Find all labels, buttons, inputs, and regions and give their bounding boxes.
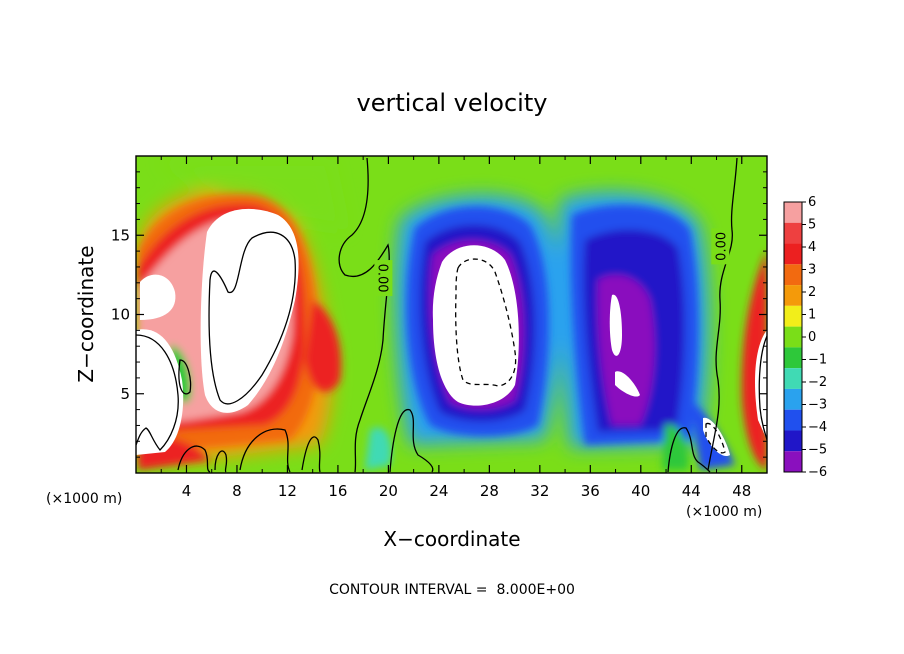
colorbar-label: 3 <box>808 263 816 278</box>
y-axis-label: Z−coordinate <box>74 245 98 382</box>
colorbar-label: −6 <box>808 465 827 480</box>
x-tick-label: 48 <box>732 482 751 500</box>
downdraft-core-right-a <box>609 294 622 356</box>
downdraft-core-right-b <box>615 371 640 397</box>
x-tick-label: 24 <box>429 482 448 500</box>
x-tick-label: 44 <box>682 482 701 500</box>
y-ticks: 5 10 15 <box>111 171 767 458</box>
updraft-core-edge <box>136 329 184 455</box>
chart-title: vertical velocity <box>357 89 548 117</box>
colorbar-swatch <box>784 368 802 389</box>
x-tick-label: 16 <box>328 482 347 500</box>
colorbar-label: 6 <box>808 195 816 210</box>
colorbar-swatch <box>784 264 802 286</box>
colorbar-label: 5 <box>808 218 816 233</box>
colorbar-swatch <box>784 388 802 410</box>
contour-negative-right <box>705 422 726 454</box>
zero-contour-right <box>707 157 738 471</box>
contour-right-edge <box>758 335 767 441</box>
contour-bottom-f <box>667 427 711 473</box>
y-tick-label: 10 <box>111 306 130 324</box>
colorbar-label: −5 <box>808 443 827 458</box>
colorbar-swatch <box>784 409 802 431</box>
contour-label-bg <box>374 260 393 297</box>
contour-bottom-e <box>389 409 434 473</box>
colorbar-swatch <box>784 430 802 452</box>
contour-label: 0.00 <box>374 264 389 293</box>
x-tick-label: 40 <box>631 482 650 500</box>
colorbar: 6 5 4 3 2 1 0 −1 −2 −3 −4 −5 −6 <box>783 195 827 480</box>
contour-label-bg <box>711 228 730 265</box>
zero-contour-left <box>338 157 390 473</box>
colorbar-label: 1 <box>808 308 816 323</box>
colorbar-swatch <box>784 347 802 369</box>
colorbar-label: −2 <box>808 375 827 390</box>
colorbar-label: −1 <box>808 353 827 368</box>
contour-bottom-c <box>239 428 291 473</box>
colorbar-label: −4 <box>808 420 827 435</box>
contour-label: 0.00 <box>714 232 729 261</box>
colorbar-label: 4 <box>808 240 816 255</box>
plot-area: 0.00 0.00 <box>136 156 767 473</box>
x-tick-label: 28 <box>480 482 499 500</box>
contour-bottom-a <box>177 445 211 473</box>
contour-lines <box>136 157 767 473</box>
contour-bottom-d <box>301 436 321 473</box>
contour-negative-center <box>455 258 517 387</box>
contour-bottom-b <box>214 450 228 473</box>
contour-updraft-left <box>208 231 296 405</box>
y-tick-label: 15 <box>111 226 130 244</box>
x-tick-label: 8 <box>232 482 242 500</box>
contour-edge <box>136 334 179 451</box>
colorbar-swatch <box>784 326 802 348</box>
x-tick-label: 32 <box>530 482 549 500</box>
x-tick-label: 36 <box>581 482 600 500</box>
x-tick-label: 20 <box>379 482 398 500</box>
x-tick-label: 4 <box>182 482 192 500</box>
contour-interval-note: CONTOUR INTERVAL = 8.000E+00 <box>329 582 575 598</box>
contour-labels: 0.00 0.00 <box>374 228 730 297</box>
y-tick-label: 5 <box>120 385 130 403</box>
x-axis-label: X−coordinate <box>383 527 520 551</box>
colorbar-swatch <box>784 285 802 306</box>
updraft-core-upper <box>140 274 176 320</box>
contour-small-loop <box>178 359 192 395</box>
x-unit-label-right: (×1000 m) <box>686 504 762 520</box>
x-unit-label-left: (×1000 m) <box>46 491 122 507</box>
updraft-core-right-edge <box>755 330 767 440</box>
field-blobs <box>136 160 767 470</box>
colorbar-swatch <box>784 451 802 472</box>
downdraft-core-center <box>432 245 519 406</box>
x-tick-label: 12 <box>278 482 297 500</box>
x-ticks: 4 8 12 16 20 24 28 32 36 40 44 48 <box>160 156 751 500</box>
colorbar-label: 0 <box>808 330 816 345</box>
colorbar-swatch <box>784 305 802 327</box>
colorbar-swatch <box>784 202 802 223</box>
updraft-core-left <box>200 208 299 413</box>
colorbar-swatch <box>784 222 802 244</box>
colorbar-swatch <box>784 243 802 265</box>
colorbar-label: 2 <box>808 285 816 300</box>
colorbar-label: −3 <box>808 398 827 413</box>
